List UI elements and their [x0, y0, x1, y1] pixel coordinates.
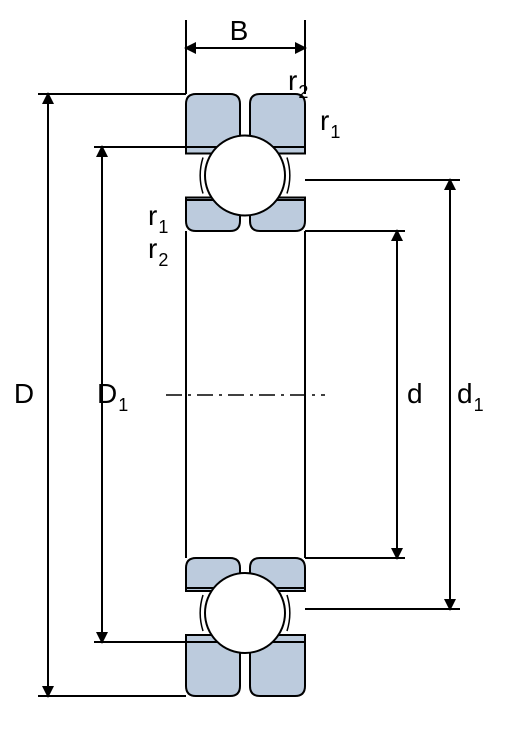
label-r1_top: r1 — [320, 105, 340, 142]
svg-text:d: d — [407, 378, 423, 409]
ball-top — [205, 136, 285, 216]
svg-text:B: B — [230, 15, 249, 46]
svg-text:D: D — [97, 378, 117, 409]
svg-text:r: r — [320, 105, 329, 136]
svg-text:D: D — [14, 378, 34, 409]
label-r2_bot: r2 — [148, 233, 168, 270]
label-d: d — [407, 378, 423, 409]
cage-arc — [287, 158, 290, 194]
label-d1: d1 — [457, 378, 484, 415]
ball-bottom — [205, 573, 285, 653]
svg-text:d: d — [457, 378, 473, 409]
svg-text:1: 1 — [474, 395, 484, 415]
label-r1_bot: r1 — [148, 200, 168, 237]
svg-text:2: 2 — [158, 250, 168, 270]
svg-text:r: r — [148, 233, 157, 264]
cage-arc — [287, 595, 290, 631]
svg-text:2: 2 — [298, 82, 308, 102]
svg-text:1: 1 — [158, 217, 168, 237]
cage-arc — [200, 158, 203, 194]
cage-arc — [200, 595, 203, 631]
label-B: B — [230, 15, 249, 46]
svg-text:1: 1 — [330, 122, 340, 142]
svg-text:1: 1 — [118, 395, 128, 415]
svg-text:r: r — [288, 65, 297, 96]
label-D: D — [14, 378, 34, 409]
svg-text:r: r — [148, 200, 157, 231]
